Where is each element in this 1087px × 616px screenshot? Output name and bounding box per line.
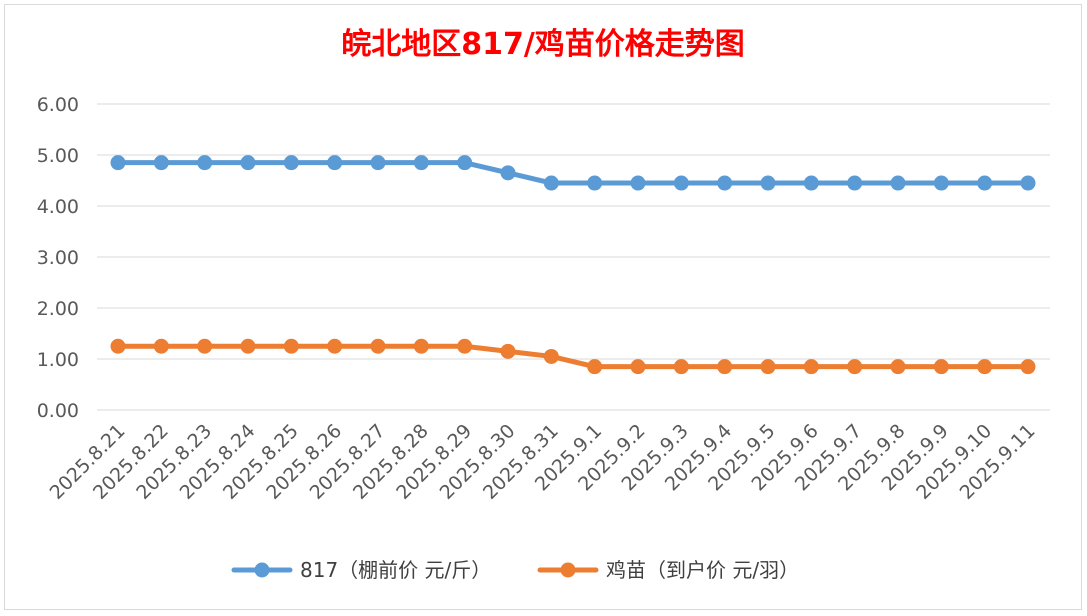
data-point bbox=[890, 175, 906, 191]
data-point bbox=[413, 338, 429, 354]
y-tick-label: 0.00 bbox=[37, 400, 79, 422]
data-point bbox=[803, 175, 819, 191]
x-axis-ticks: 2025.8.212025.8.222025.8.232025.8.242025… bbox=[46, 420, 1040, 504]
y-axis-ticks: 0.00 1.00 2.00 3.00 4.00 5.00 6.00 bbox=[37, 94, 79, 422]
data-point bbox=[457, 155, 473, 171]
data-point bbox=[1020, 175, 1036, 191]
data-point bbox=[630, 175, 646, 191]
legend-label: 鸡苗（到户价 元/羽） bbox=[606, 558, 799, 582]
data-point bbox=[197, 155, 213, 171]
data-point bbox=[370, 338, 386, 354]
data-point bbox=[847, 359, 863, 375]
legend-item-1: 817（棚前价 元/斤） bbox=[231, 558, 491, 582]
data-point bbox=[673, 175, 689, 191]
legend-swatch-marker bbox=[560, 562, 576, 578]
data-point bbox=[760, 359, 776, 375]
series-line bbox=[115, 160, 1031, 186]
y-tick-label: 3.00 bbox=[37, 247, 79, 269]
data-point bbox=[500, 343, 516, 359]
series-layer bbox=[110, 155, 1036, 375]
y-tick-label: 5.00 bbox=[37, 145, 79, 167]
data-point bbox=[717, 175, 733, 191]
series-2 bbox=[110, 338, 1036, 375]
data-point bbox=[197, 338, 213, 354]
data-point bbox=[847, 175, 863, 191]
legend-item-2: 鸡苗（到户价 元/羽） bbox=[537, 558, 799, 582]
data-point bbox=[673, 359, 689, 375]
data-point bbox=[1020, 359, 1036, 375]
y-tick-label: 4.00 bbox=[37, 196, 79, 218]
legend: 817（棚前价 元/斤） 鸡苗（到户价 元/羽） bbox=[231, 558, 799, 582]
data-point bbox=[327, 338, 343, 354]
data-point bbox=[890, 359, 906, 375]
data-point bbox=[933, 175, 949, 191]
data-point bbox=[500, 165, 516, 181]
chart-title: 皖北地区817/鸡苗价格走势图 bbox=[341, 27, 745, 62]
data-point bbox=[977, 359, 993, 375]
data-point bbox=[717, 359, 733, 375]
data-point bbox=[240, 155, 256, 171]
data-point bbox=[240, 338, 256, 354]
data-point bbox=[283, 155, 299, 171]
data-point bbox=[760, 175, 776, 191]
y-tick-label: 1.00 bbox=[37, 349, 79, 371]
y-tick-label: 2.00 bbox=[37, 298, 79, 320]
data-point bbox=[933, 359, 949, 375]
grid-layer bbox=[97, 103, 1050, 411]
legend-label: 817（棚前价 元/斤） bbox=[300, 558, 491, 582]
data-point bbox=[803, 359, 819, 375]
data-point bbox=[587, 175, 603, 191]
data-point bbox=[153, 338, 169, 354]
data-point bbox=[327, 155, 343, 171]
legend-swatch-marker bbox=[254, 562, 270, 578]
chart-frame bbox=[4, 4, 1082, 610]
data-point bbox=[413, 155, 429, 171]
data-point bbox=[153, 155, 169, 171]
data-point bbox=[587, 359, 603, 375]
y-tick-label: 6.00 bbox=[37, 94, 79, 116]
data-point bbox=[630, 359, 646, 375]
data-point bbox=[283, 338, 299, 354]
series-1 bbox=[110, 155, 1036, 191]
data-point bbox=[543, 175, 559, 191]
series-line bbox=[115, 343, 1031, 370]
data-point bbox=[457, 338, 473, 354]
data-point bbox=[110, 338, 126, 354]
data-point bbox=[977, 175, 993, 191]
data-point bbox=[110, 155, 126, 171]
data-point bbox=[370, 155, 386, 171]
data-point bbox=[543, 348, 559, 364]
